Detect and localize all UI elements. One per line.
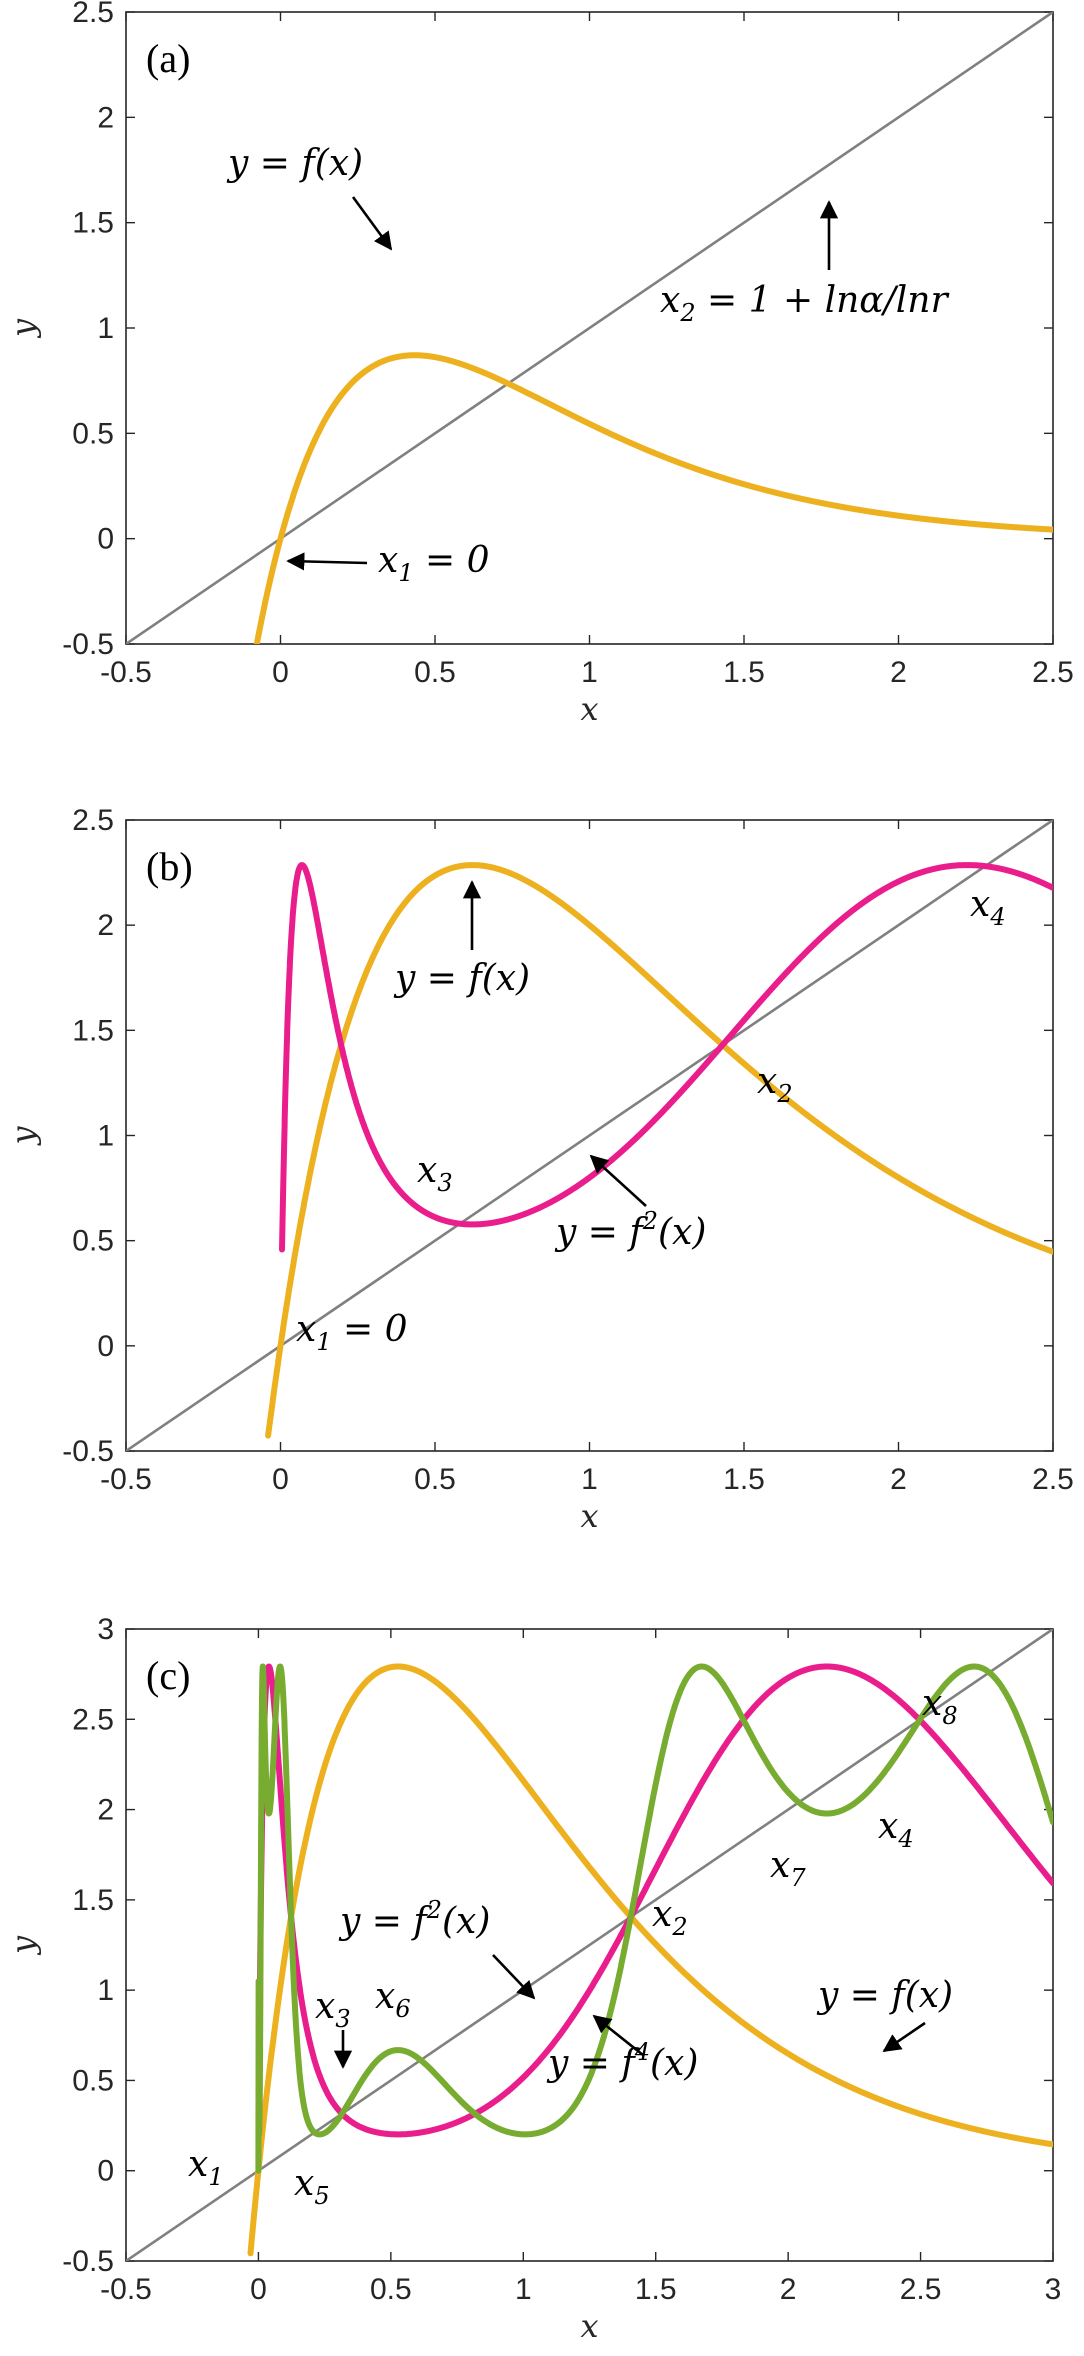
annotation-fx: y = f(x) <box>393 958 530 999</box>
y-tick-label: 1 <box>97 1974 114 2007</box>
panel-label: (a) <box>146 36 190 81</box>
y-tick-label: 1 <box>97 312 114 345</box>
annotation-arrow <box>882 2021 926 2053</box>
annotation-fx: y = f(x) <box>816 1975 953 2016</box>
y-tick-label: -0.5 <box>62 2245 114 2278</box>
annotation-arrow <box>351 196 393 251</box>
y-tick-label: 2.5 <box>72 0 114 29</box>
annotation-f2x: y = f2(x) <box>554 1207 706 1253</box>
annotation-x1: x1 <box>188 2144 224 2191</box>
x-tick-label: -0.5 <box>100 2273 152 2306</box>
panel-2: -0.5 0 0.5 1 1.5 2 2.5 -0.5 0 0.5 1 1.5 2 2.5 x y (b) y =… <box>4 804 1074 1535</box>
y-tick-label: 3 <box>97 1613 114 1646</box>
curve-f4 <box>255 1663 1053 2174</box>
x-tick-label: 1 <box>581 1463 598 1496</box>
y-tick-label: -0.5 <box>62 1435 114 1468</box>
y-tick-label: 0 <box>97 2155 114 2188</box>
plot-frame <box>125 1628 1054 2262</box>
curve-f <box>265 862 1053 1439</box>
x-tick-label: 1 <box>515 2273 532 2306</box>
y-tick-label: 1.5 <box>72 1014 114 1047</box>
x-axis-label: x <box>580 690 598 728</box>
y-tick-label: 1 <box>97 1120 114 1153</box>
annotation-x1: x1 = 0 <box>378 540 490 587</box>
y-axis-label: y <box>4 1935 42 1956</box>
panel-3: -0.5 0 0.5 1 1.5 2 2.5 3 -0.5 0 0.5 1 1.5 2 2.5 3 x y (c) x… <box>4 1613 1061 2345</box>
x-tick-label: 2 <box>780 2273 797 2306</box>
annotation-f4x: y = f4(x) <box>546 2038 698 2084</box>
y-tick-label: 2.5 <box>72 1703 114 1736</box>
x-tick-label: -0.5 <box>100 656 152 689</box>
y-tick-label: 2 <box>97 909 114 942</box>
panel-1: -0.5 0 0.5 1 1.5 2 2.5 -0.5 0 0.5 1 1.5 2 2.5 x y (a) y =… <box>4 0 1074 728</box>
x-tick-label: 2.5 <box>1032 1463 1074 1496</box>
y-tick-label: -0.5 <box>62 628 114 661</box>
y-tick-label: 2.5 <box>72 804 114 837</box>
y-tick-label: 0 <box>97 1330 114 1363</box>
annotation-x7: x7 <box>770 1845 806 1892</box>
curves <box>126 12 1053 644</box>
x-tick-label: 1.5 <box>635 2273 677 2306</box>
x-tick-label: 2 <box>890 1463 907 1496</box>
curve-f <box>253 352 1053 644</box>
x-tick-label: 0 <box>250 2273 267 2306</box>
annotation-x2: x2 = 1 + lnα/lnr <box>660 280 949 327</box>
y-tick-label: 0 <box>97 523 114 556</box>
x-tick-label: 0.5 <box>414 1463 456 1496</box>
annotation-arrow <box>492 1954 536 2000</box>
x-tick-label: 2 <box>890 656 907 689</box>
annotation-x6: x6 <box>375 1976 411 2023</box>
y-axis-label: y <box>4 318 42 339</box>
y-axis-label: y <box>4 1126 42 1147</box>
y-tick-label: 1.5 <box>72 207 114 240</box>
curve-f <box>247 1663 1053 2257</box>
y-tick-label: 2 <box>97 101 114 134</box>
panel-label: (b) <box>146 844 193 889</box>
identity-line <box>126 820 1053 1451</box>
x-tick-label: 1.5 <box>723 1463 765 1496</box>
curve-f2 <box>279 862 1053 1253</box>
x-tick-label: 0 <box>272 1463 289 1496</box>
x-tick-label: 3 <box>1045 2273 1062 2306</box>
panel-label: (c) <box>146 1653 190 1698</box>
identity-line <box>126 12 1053 644</box>
curves <box>126 820 1053 1451</box>
annotation-f2x: y = f2(x) <box>338 1896 490 1942</box>
curves <box>126 1629 1053 2261</box>
x-tick-label: 0.5 <box>370 2273 412 2306</box>
x-tick-label: 1 <box>581 656 598 689</box>
x-axis-label: x <box>580 1497 598 1535</box>
annotation-x8: x8 <box>922 1683 958 1730</box>
annotation-fx: y = f(x) <box>226 143 363 184</box>
annotation-x3: x3 <box>315 1986 351 2033</box>
identity-line <box>126 1629 1053 2261</box>
annotation-x4: x4 <box>970 884 1006 931</box>
annotation-x3: x3 <box>417 1150 453 1197</box>
x-tick-label: 0 <box>272 656 289 689</box>
annotation-arrow <box>592 2014 644 2057</box>
annotation-x2: x2 <box>652 1894 688 1941</box>
x-tick-label: 1.5 <box>723 656 765 689</box>
y-tick-label: 0.5 <box>72 1225 114 1258</box>
y-tick-label: 0.5 <box>72 417 114 450</box>
annotation-arrow <box>589 1154 647 1207</box>
annotation-x5: x5 <box>294 2163 330 2210</box>
annotation-x1: x1 = 0 <box>296 1309 408 1356</box>
annotation-arrow <box>286 552 368 571</box>
y-tick-label: 2 <box>97 1794 114 1827</box>
x-tick-label: 0.5 <box>414 656 456 689</box>
y-tick-label: 1.5 <box>72 1884 114 1917</box>
annotation-x4: x4 <box>878 1806 914 1853</box>
annotation-x2: x2 <box>757 1061 793 1108</box>
y-tick-label: 0.5 <box>72 2064 114 2097</box>
x-tick-label: 2.5 <box>1032 656 1074 689</box>
x-tick-label: -0.5 <box>100 1463 152 1496</box>
x-tick-label: 2.5 <box>900 2273 942 2306</box>
x-axis-label: x <box>580 2307 598 2345</box>
